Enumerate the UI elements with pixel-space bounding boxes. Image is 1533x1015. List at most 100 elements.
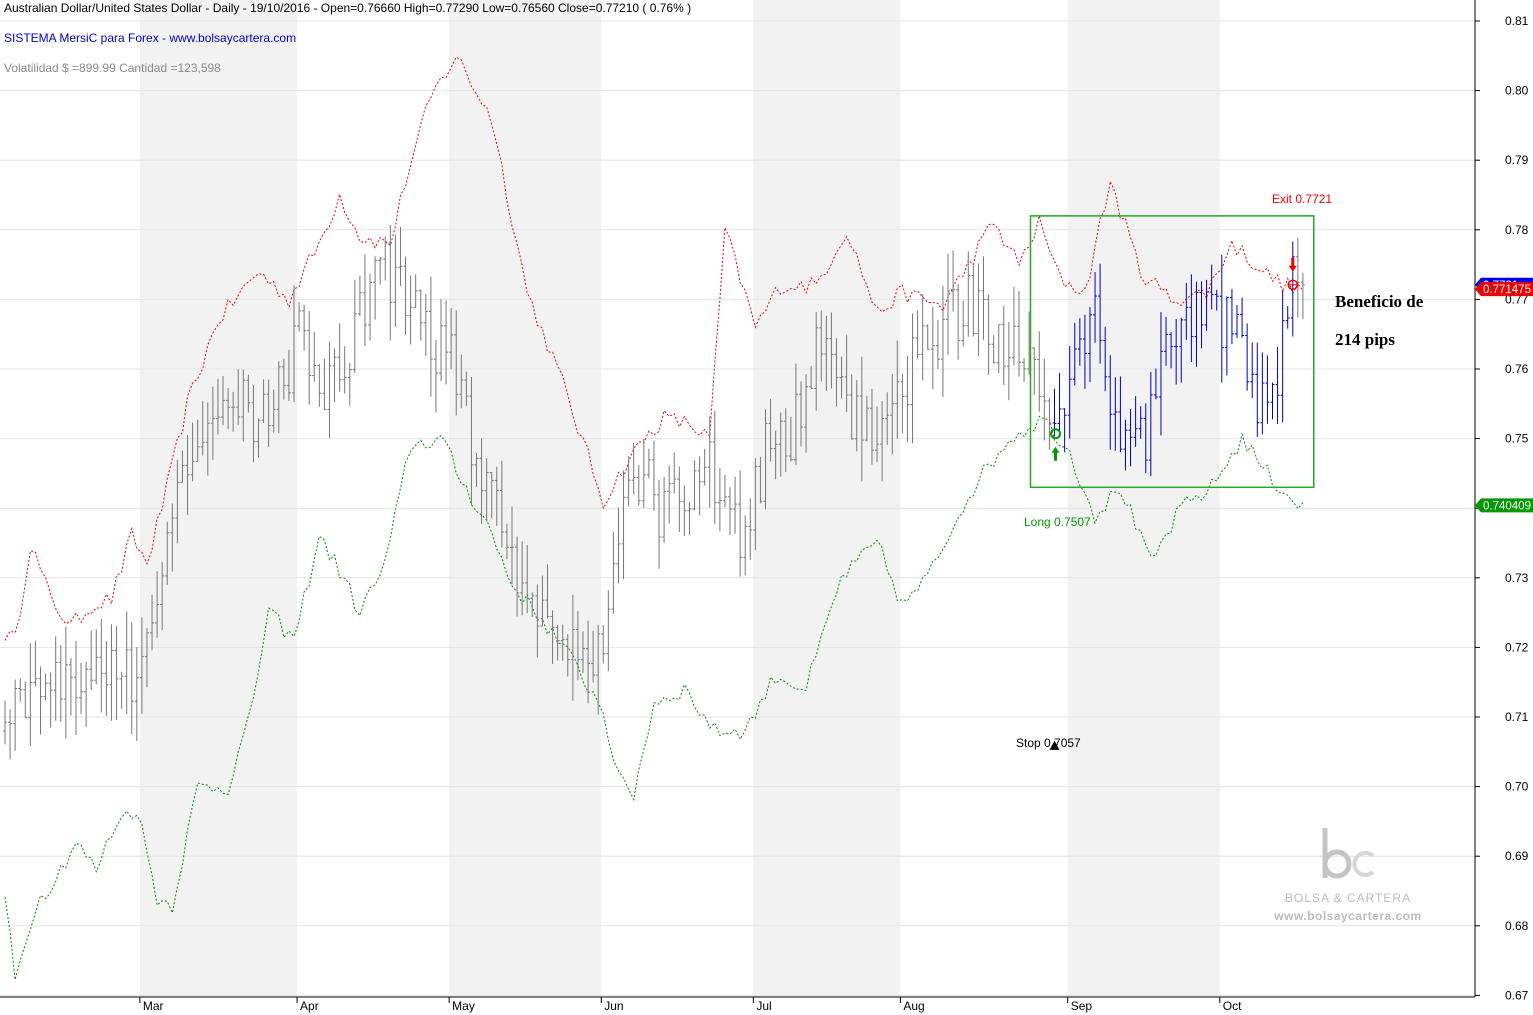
month-shade-band xyxy=(139,0,298,997)
ohlc-bar xyxy=(53,636,58,721)
ohlc-bar xyxy=(646,448,651,479)
ohlc-bar xyxy=(271,389,276,433)
ohlc-bar xyxy=(839,356,844,399)
ohlc-bar xyxy=(596,624,601,715)
ohlc-bar xyxy=(484,458,489,522)
ohlc-bar xyxy=(439,299,444,382)
ohlc-bar xyxy=(996,324,1001,374)
ohlc-bar xyxy=(854,379,859,452)
ohlc-bar xyxy=(155,571,160,638)
ohlc-bar xyxy=(890,373,895,455)
y-tick-label: 0.69 xyxy=(1505,849,1529,863)
ohlc-bar xyxy=(961,300,966,347)
ohlc-bar xyxy=(236,369,241,425)
ohlc-bar xyxy=(1057,372,1062,438)
ohlc-bar xyxy=(99,618,104,713)
ohlc-bar xyxy=(1082,314,1087,389)
ohlc-bar xyxy=(591,630,596,683)
ohlc-bar xyxy=(611,532,616,614)
ohlc-bar xyxy=(738,470,743,577)
ohlc-bar xyxy=(880,401,885,482)
ohlc-bar xyxy=(1037,331,1042,412)
ohlc-bar xyxy=(560,624,565,661)
ohlc-bar xyxy=(362,254,367,347)
ohlc-bar xyxy=(555,624,560,661)
ohlc-bar xyxy=(819,310,824,382)
ohlc-bar xyxy=(667,465,672,524)
ohlc-bar xyxy=(256,418,261,458)
ohlc-bar xyxy=(722,474,727,508)
ohlc-bar xyxy=(900,373,905,434)
ohlc-bar xyxy=(205,402,210,476)
exit-marker xyxy=(1287,279,1299,291)
ohlc-bar xyxy=(976,263,981,356)
ohlc-bars xyxy=(3,224,1305,760)
ohlc-bar xyxy=(682,485,687,536)
ohlc-bar xyxy=(413,274,418,308)
ohlc-bar xyxy=(935,319,940,369)
ohlc-bar xyxy=(636,464,641,506)
ohlc-bar xyxy=(697,456,702,516)
ohlc-bar xyxy=(352,279,357,373)
ohlc-bar xyxy=(1260,352,1265,435)
upper-band xyxy=(4,56,1304,641)
ohlc-bar xyxy=(464,371,469,406)
ohlc-bar xyxy=(261,379,266,424)
ohlc-bar xyxy=(520,541,525,616)
price-tag-label: 0.740409 xyxy=(1483,500,1531,512)
ohlc-bar xyxy=(1240,297,1245,338)
lower-band-line xyxy=(4,415,1304,980)
ohlc-bar xyxy=(185,435,190,515)
ohlc-bar xyxy=(160,562,165,631)
trade-markers xyxy=(1029,215,1315,750)
ohlc-bar xyxy=(368,273,373,341)
ohlc-bar xyxy=(1158,312,1163,436)
ohlc-bar xyxy=(540,575,545,627)
ohlc-bar xyxy=(474,452,479,488)
lower-band xyxy=(4,415,1304,980)
ohlc-bar xyxy=(743,515,748,576)
ohlc-bar xyxy=(1265,355,1270,424)
ohlc-bar xyxy=(302,304,307,351)
ohlc-bar xyxy=(119,671,124,709)
ohlc-bar xyxy=(3,700,7,745)
ohlc-bar xyxy=(1285,306,1290,329)
ohlc-bar xyxy=(915,310,920,359)
system-name: SISTEMA MersiC para Forex - www.bolsayca… xyxy=(4,31,297,45)
ohlc-bar xyxy=(378,256,383,285)
ohlc-bar xyxy=(504,523,509,560)
ohlc-bar xyxy=(73,640,78,735)
ohlc-bar xyxy=(672,452,677,494)
ohlc-bar xyxy=(1113,377,1118,451)
ohlc-bar xyxy=(337,323,342,392)
ohlc-bar xyxy=(383,236,388,281)
ohlc-bar xyxy=(144,627,149,688)
y-tick-label: 0.75 xyxy=(1505,432,1529,446)
ohlc-bar xyxy=(1143,403,1148,474)
ohlc-bar xyxy=(226,388,231,430)
ohlc-bar xyxy=(951,250,956,312)
price-tag-bg xyxy=(1475,282,1533,297)
x-tick-label: Jul xyxy=(756,999,771,1013)
ohlc-bar xyxy=(1093,271,1098,343)
y-tick-label: 0.80 xyxy=(1505,84,1529,98)
ohlc-bar xyxy=(428,276,433,397)
ohlc-bar xyxy=(332,348,337,403)
ohlc-bar xyxy=(449,308,454,370)
ohlc-bar xyxy=(1169,332,1174,369)
brand-name: BOLSA & CARTERA xyxy=(1284,891,1412,905)
trade-box xyxy=(1029,215,1315,489)
ohlc-bar xyxy=(1224,296,1229,376)
ohlc-bar xyxy=(1067,345,1072,439)
ohlc-bar xyxy=(180,450,185,483)
ohlc-bar xyxy=(398,226,403,286)
ohlc-bar xyxy=(165,521,170,585)
ohlc-bar xyxy=(241,369,246,442)
ohlc-bar xyxy=(621,470,626,579)
ohlc-bar xyxy=(479,438,484,524)
ohlc-bar xyxy=(109,624,114,721)
ohlc-bar xyxy=(641,438,646,508)
y-tick-label: 0.72 xyxy=(1505,640,1529,654)
ohlc-bar xyxy=(920,294,925,381)
ohlc-bar xyxy=(357,275,362,317)
